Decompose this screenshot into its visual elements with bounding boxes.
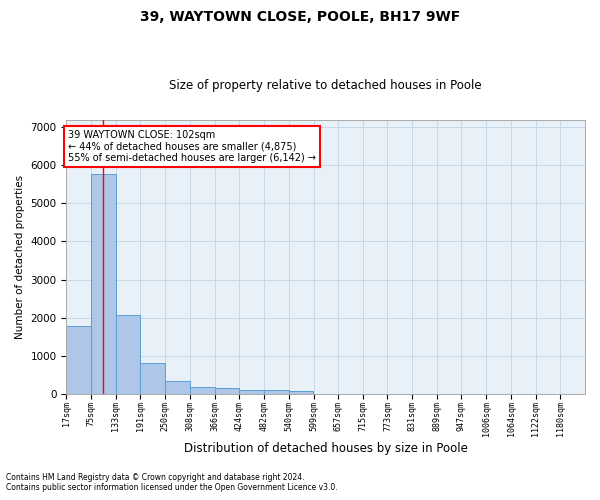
Text: 39 WAYTOWN CLOSE: 102sqm
← 44% of detached houses are smaller (4,875)
55% of sem: 39 WAYTOWN CLOSE: 102sqm ← 44% of detach… <box>68 130 316 164</box>
Bar <box>289 391 313 394</box>
Bar <box>239 390 264 394</box>
Bar <box>190 387 215 394</box>
Bar <box>140 362 165 394</box>
Bar <box>91 174 116 394</box>
Bar <box>116 316 140 394</box>
Y-axis label: Number of detached properties: Number of detached properties <box>15 174 25 338</box>
Bar <box>215 388 239 394</box>
Bar <box>67 326 91 394</box>
Bar <box>166 381 190 394</box>
Text: Contains public sector information licensed under the Open Government Licence v3: Contains public sector information licen… <box>6 484 338 492</box>
Text: Contains HM Land Registry data © Crown copyright and database right 2024.: Contains HM Land Registry data © Crown c… <box>6 474 305 482</box>
Title: Size of property relative to detached houses in Poole: Size of property relative to detached ho… <box>169 79 482 92</box>
Bar <box>264 390 289 394</box>
X-axis label: Distribution of detached houses by size in Poole: Distribution of detached houses by size … <box>184 442 467 455</box>
Text: 39, WAYTOWN CLOSE, POOLE, BH17 9WF: 39, WAYTOWN CLOSE, POOLE, BH17 9WF <box>140 10 460 24</box>
